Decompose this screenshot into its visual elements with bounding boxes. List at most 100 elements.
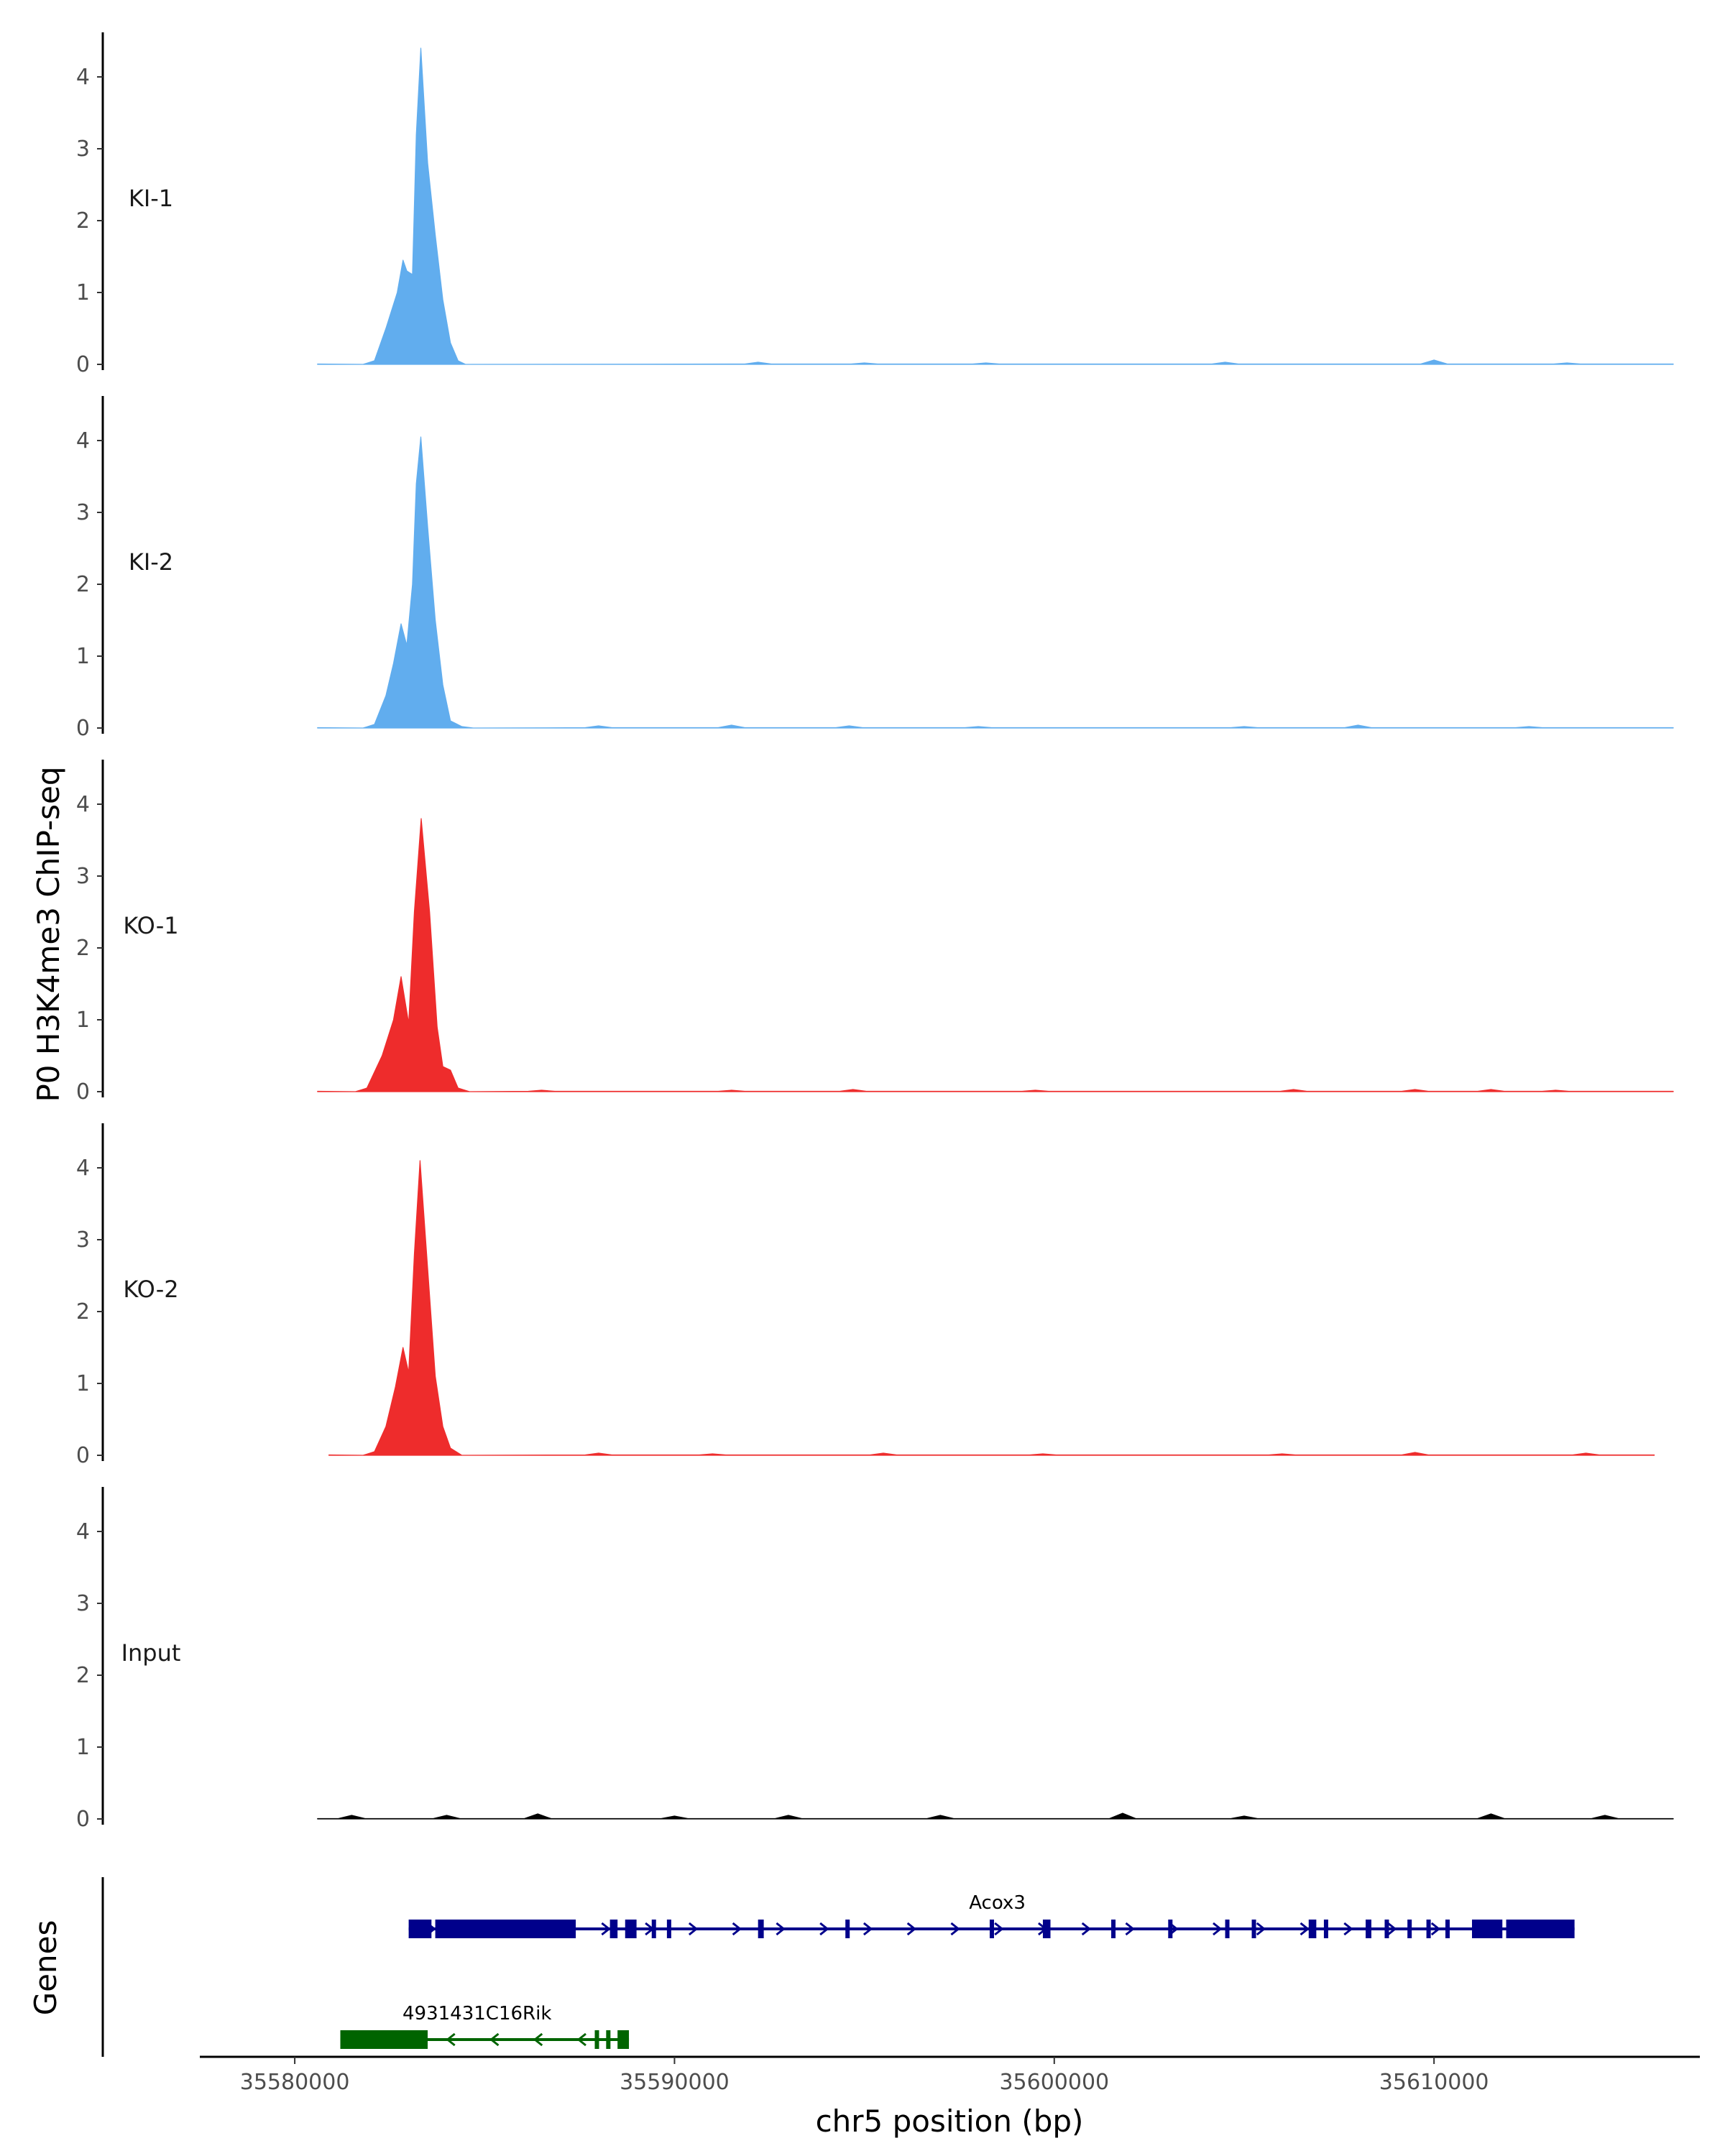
strand-arrow (533, 2032, 543, 2047)
track-label: KI-1 (129, 185, 173, 212)
gene-exon (1251, 1920, 1256, 1938)
strand-arrow (576, 2032, 586, 2047)
y-tick-label: 2 (76, 936, 90, 961)
strand-arrow (1213, 1922, 1223, 1936)
y-tick-label: 1 (76, 280, 90, 305)
genes-axis-title: Genes (28, 1920, 63, 2016)
y-tick-label: 3 (76, 864, 90, 889)
gene-exon (1111, 1920, 1116, 1938)
track-panel-input: 0 1 2 3 4 Input (76, 1487, 1674, 1832)
gene-exon (617, 2030, 630, 2049)
x-tick-label: 35590000 (620, 2070, 730, 2095)
coverage-area (317, 1812, 1674, 1820)
y-tick-label: 0 (76, 1807, 90, 1832)
gene-exon (606, 2030, 611, 2049)
gene-exon (651, 1920, 656, 1938)
strand-arrow (994, 1922, 1004, 1936)
y-tick-label: 4 (76, 1519, 90, 1544)
y-tick-label: 4 (76, 1156, 90, 1181)
y-tick-label: 2 (76, 1663, 90, 1688)
strand-arrow (446, 2032, 456, 2047)
strand-arrow (862, 1922, 873, 1936)
y-tick-label: 3 (76, 137, 90, 162)
coverage-area (317, 818, 1674, 1092)
gene-exon (610, 1920, 618, 1938)
strand-arrow (688, 1922, 699, 1936)
gene-exon (1168, 1920, 1173, 1938)
strand-arrow (601, 1922, 611, 1936)
gene-exon (1384, 1920, 1389, 1938)
gene-acox3: Acox3 (408, 1892, 1575, 1938)
gene-4931431c16rik: 4931431C16Rik (340, 2003, 630, 2049)
x-axis-title: chr5 position (bp) (816, 2104, 1084, 2139)
track-label: Input (121, 1639, 181, 1667)
y-tick-label: 1 (76, 1371, 90, 1396)
y-tick-label: 4 (76, 65, 90, 90)
strand-arrow (1430, 1922, 1441, 1936)
gene-exon (594, 2030, 599, 2049)
track-panel-ki-2: 0 1 2 3 4 KI-2 (76, 396, 1674, 741)
strand-arrow (819, 1922, 829, 1936)
gene-exon (435, 1920, 576, 1938)
gene-exon (1471, 1920, 1503, 1938)
coverage-area (328, 1160, 1655, 1456)
y-tick-label: 3 (76, 1227, 90, 1253)
track-label: KI-2 (129, 548, 173, 576)
gene-exon (1445, 1920, 1450, 1938)
y-tick-label: 2 (76, 572, 90, 597)
gene-exon (845, 1920, 850, 1938)
genes-layer: Genes Acox3 4931431C16Rik (28, 1877, 1575, 2057)
gene-exon (1366, 1920, 1371, 1938)
gene-exon (1042, 1920, 1051, 1938)
y-tick-label: 2 (76, 1299, 90, 1325)
x-tick-label: 35610000 (1379, 2070, 1489, 2095)
gene-exon (1506, 1920, 1575, 1938)
strand-arrow (1343, 1922, 1353, 1936)
strand-arrow (1125, 1922, 1135, 1936)
strand-arrow (732, 1922, 742, 1936)
strand-arrow (1387, 1922, 1397, 1936)
gene-name-label: 4931431C16Rik (402, 2003, 551, 2024)
y-tick-label: 4 (76, 428, 90, 453)
gene-exon (1407, 1920, 1412, 1938)
strand-arrow (1300, 1922, 1310, 1936)
y-tick-label: 1 (76, 1735, 90, 1760)
strand-arrow (1256, 1922, 1266, 1936)
gene-exon (625, 1920, 637, 1938)
y-tick-label: 0 (76, 1443, 90, 1468)
x-tick-label: 35600000 (999, 2070, 1109, 2095)
x-tick-label: 35580000 (240, 2070, 350, 2095)
strand-arrow (776, 1922, 786, 1936)
gene-exon (758, 1920, 764, 1938)
gene-exon (408, 1920, 432, 1938)
strand-arrow (906, 1922, 917, 1936)
gene-exon (666, 1920, 671, 1938)
gene-name-label: Acox3 (969, 1892, 1026, 1914)
y-tick-label: 2 (76, 208, 90, 234)
y-tick-label: 3 (76, 1591, 90, 1616)
track-label: KO-2 (123, 1276, 178, 1303)
coverage-area (317, 436, 1674, 729)
y-tick-label: 0 (76, 1079, 90, 1105)
strand-arrow (489, 2032, 500, 2047)
y-tick-label: 0 (76, 716, 90, 741)
gene-exon (340, 2030, 428, 2049)
coverage-area (317, 47, 1674, 365)
gene-exon (1426, 1920, 1431, 1938)
y-tick-label: 0 (76, 352, 90, 377)
strand-arrow (1081, 1922, 1092, 1936)
y-tick-label: 3 (76, 500, 90, 525)
gene-exon (1225, 1920, 1230, 1938)
gene-exon (1308, 1920, 1317, 1938)
track-panel-ko-1: 0 1 2 3 4 KO-1 (76, 760, 1674, 1105)
strand-arrow (950, 1922, 960, 1936)
y-tick-label: 1 (76, 644, 90, 669)
y-axis-title: P0 H3K4me3 ChIP-seq (31, 766, 66, 1102)
y-tick-label: 4 (76, 792, 90, 817)
y-tick-label: 1 (76, 1008, 90, 1033)
tracks-layer: 0 1 2 3 4 KI-1 0 1 2 3 4 KI-2 0 1 2 3 4 KO-1 0 1 2 3 4 KO-2 0 1 2 3… (76, 32, 1674, 1832)
gene-exon (1323, 1920, 1328, 1938)
track-label: KO-1 (123, 912, 178, 939)
x-axis: 35580000 35590000 35600000 35610000 (200, 2055, 1700, 2095)
